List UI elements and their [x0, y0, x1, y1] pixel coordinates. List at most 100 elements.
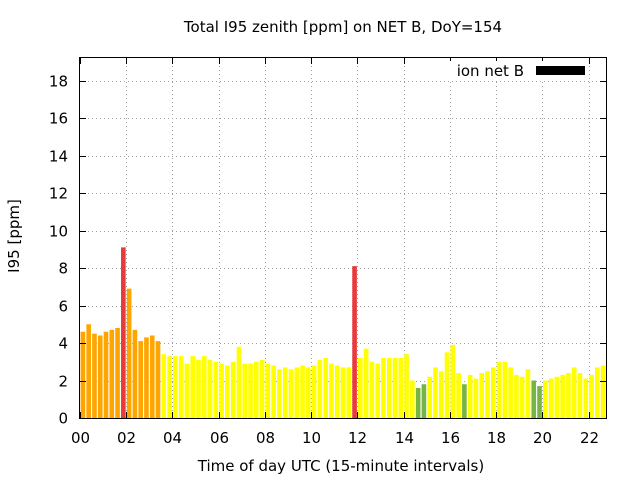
legend-label: ion net B — [457, 62, 524, 80]
x-tick-label: 18 — [487, 429, 506, 447]
bar — [294, 367, 300, 419]
bar — [589, 374, 594, 419]
x-tick-label: 12 — [348, 429, 367, 447]
bar — [490, 367, 496, 419]
bar — [381, 358, 386, 418]
bar — [109, 329, 115, 419]
x-tick-label: 04 — [163, 429, 182, 447]
bar — [126, 288, 132, 419]
bar — [334, 365, 340, 418]
x-tick-label: 22 — [580, 429, 599, 447]
bar — [363, 348, 369, 419]
bar — [282, 367, 288, 419]
bar — [265, 363, 271, 419]
bar — [600, 365, 606, 418]
x-tick-label: 14 — [395, 429, 414, 447]
bar — [121, 247, 126, 419]
bar — [92, 333, 97, 419]
x-tick-label: 00 — [71, 429, 90, 447]
x-tick-label: 06 — [210, 429, 229, 447]
bar — [467, 374, 473, 419]
bar — [595, 367, 600, 419]
bar — [161, 354, 167, 418]
bar — [196, 359, 201, 419]
bar — [103, 331, 109, 418]
bar — [514, 374, 519, 419]
bar — [583, 378, 589, 419]
bar — [213, 361, 219, 418]
bar — [236, 346, 242, 418]
bar — [306, 367, 311, 419]
bar — [190, 356, 196, 419]
x-axis-label: Time of day UTC (15-minute intervals) — [197, 457, 484, 475]
bar — [207, 359, 213, 419]
bar — [479, 373, 485, 418]
bar — [317, 359, 323, 419]
bar — [329, 363, 334, 419]
bar — [138, 341, 143, 419]
bar — [508, 367, 513, 419]
bar — [242, 363, 248, 419]
bar — [571, 367, 577, 419]
x-tick-label: 02 — [117, 429, 136, 447]
bar — [502, 361, 508, 418]
bar — [462, 384, 467, 418]
bar — [375, 363, 380, 419]
y-tick-label: 4 — [58, 335, 68, 353]
bar — [525, 369, 531, 418]
bar — [277, 369, 282, 418]
bar — [392, 358, 398, 418]
bar — [253, 361, 259, 418]
bar — [531, 380, 537, 418]
bar — [519, 376, 525, 418]
bar — [323, 358, 328, 418]
x-tick-label: 20 — [533, 429, 552, 447]
bar — [201, 356, 207, 419]
y-tick-label: 2 — [58, 373, 68, 391]
legend-swatch — [536, 66, 585, 75]
y-tick-label: 6 — [58, 298, 68, 316]
bars — [80, 247, 606, 419]
bar — [97, 335, 103, 418]
bar — [358, 358, 363, 418]
y-tick-label: 10 — [49, 223, 68, 241]
bar — [543, 380, 548, 418]
y-tick-label: 14 — [49, 148, 68, 166]
bar — [548, 378, 554, 419]
bar — [496, 361, 502, 418]
bar — [369, 361, 375, 418]
y-axis-label: I95 [ppm] — [5, 199, 23, 273]
bar — [450, 344, 456, 419]
bar — [288, 369, 294, 418]
bar — [230, 361, 236, 418]
bar — [300, 365, 305, 418]
y-tick-label: 8 — [58, 260, 68, 278]
bar — [340, 367, 346, 419]
bar — [219, 363, 224, 419]
bar — [115, 328, 120, 418]
y-tick-label: 0 — [58, 410, 68, 428]
bar — [271, 365, 276, 418]
bar — [132, 329, 138, 419]
bar — [560, 374, 565, 419]
x-tick-label: 16 — [441, 429, 460, 447]
plot-frame — [79, 57, 607, 419]
bar — [173, 356, 178, 419]
bar — [184, 363, 190, 419]
x-tick-label: 08 — [256, 429, 275, 447]
bar — [311, 365, 317, 418]
bar — [438, 371, 444, 419]
bar — [415, 388, 421, 418]
bar — [404, 354, 409, 418]
x-tick-label: 10 — [302, 429, 321, 447]
bar — [167, 356, 172, 419]
bar — [421, 384, 427, 418]
y-tick-label: 18 — [49, 73, 68, 91]
bar — [86, 324, 91, 418]
grid — [80, 58, 606, 418]
chart-title: Total I95 zenith [ppm] on NET B, DoY=154 — [183, 18, 502, 36]
bar — [537, 386, 542, 419]
bar — [178, 356, 184, 419]
bar — [149, 335, 155, 418]
